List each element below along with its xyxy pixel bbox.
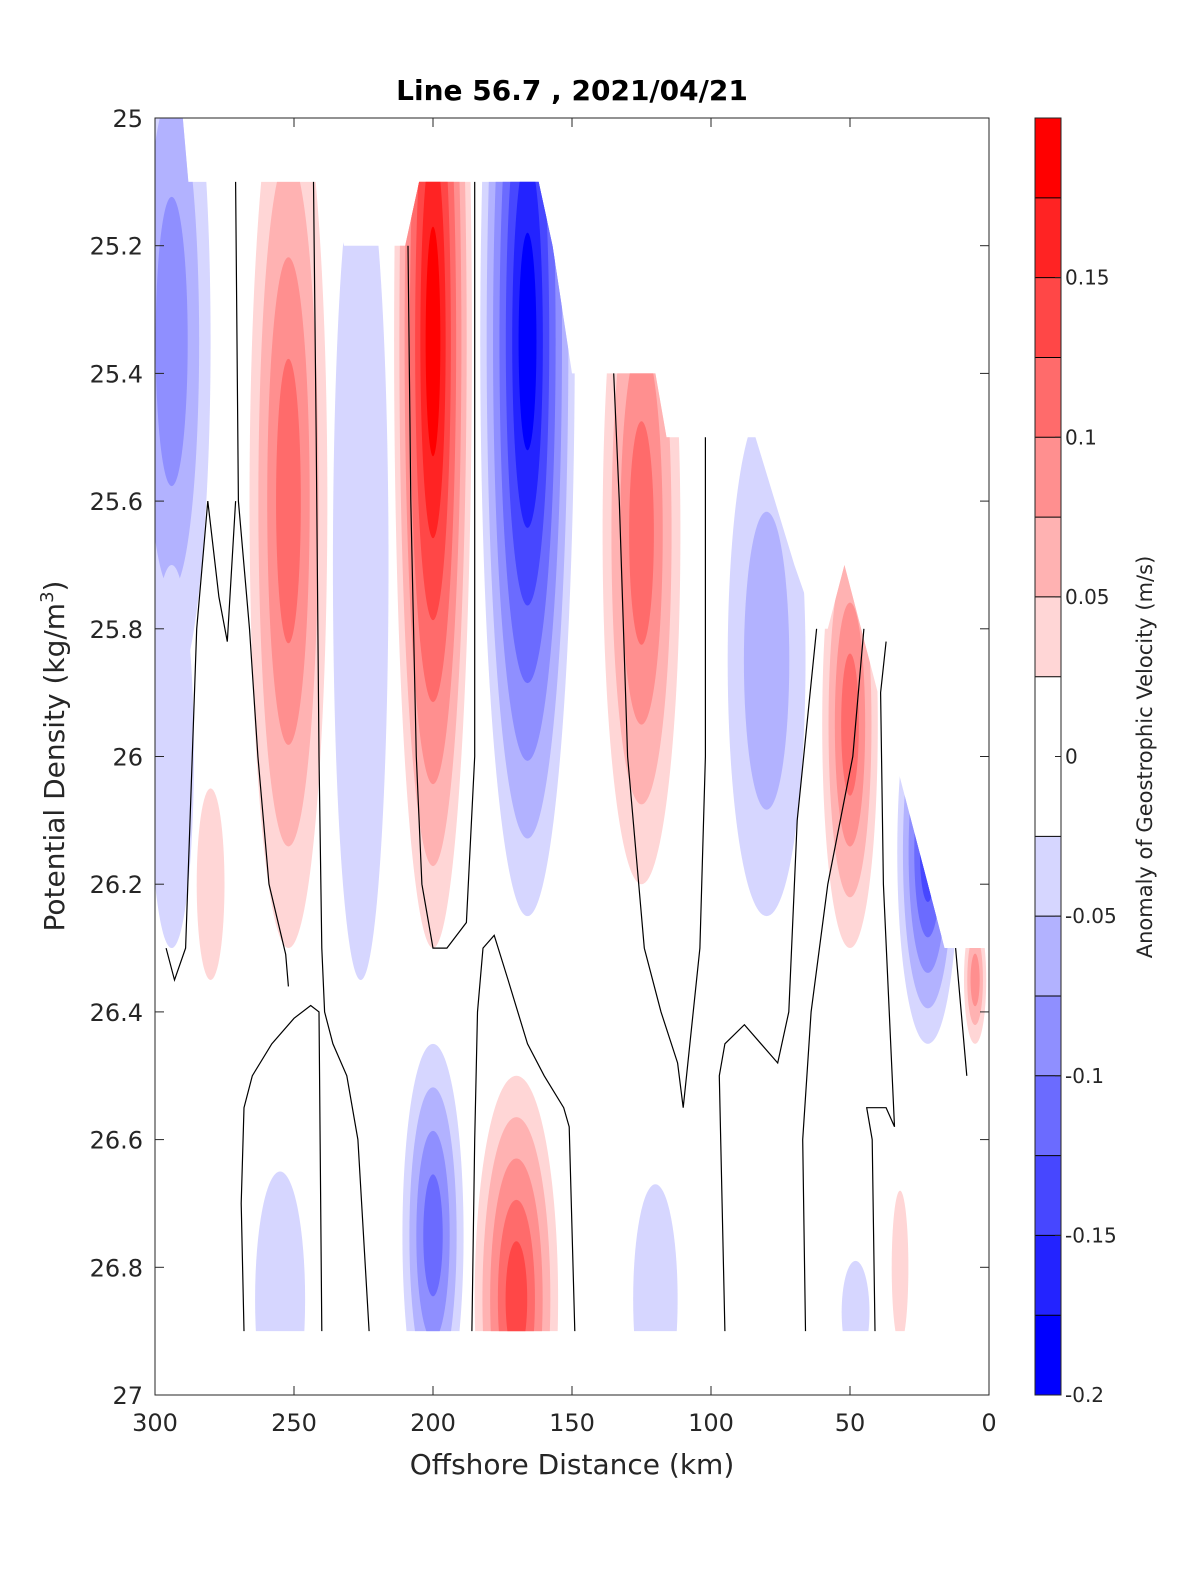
anomaly-core [255,1171,306,1332]
colorbar-segment [1035,1155,1061,1236]
x-axis-title: Offshore Distance (km) [410,1448,735,1481]
colorbar-segment [1035,836,1061,917]
colorbar-segment [1035,118,1061,198]
colorbar-tick-label: -0.2 [1065,1383,1104,1407]
x-tick-label: 100 [688,1409,734,1437]
anomaly-band [423,1174,443,1297]
anomaly-band [841,1260,870,1332]
colorbar-segment [1035,197,1061,278]
velocity-field [155,118,987,1332]
colorbar-segment [1035,1075,1061,1156]
anomaly-core [196,788,225,980]
y-tick-label: 25 [112,105,143,133]
zero-contour-line [165,501,237,983]
x-tick-label: 50 [835,1409,866,1437]
anomaly-core [841,1260,870,1332]
y-tick-label: 26.4 [90,999,143,1027]
colorbar-segment [1035,1315,1061,1395]
y-axis-title: Potential Density (kg/m3) [37,581,71,932]
anomaly-core [402,1043,464,1332]
anomaly-band [841,653,859,796]
x-tick-label: 150 [549,1409,595,1437]
y-tick-label: 27 [112,1382,143,1410]
colorbar-title: Anomaly of Geostrophic Velocity (m/s) [1133,556,1157,959]
anomaly-band [255,1171,306,1332]
anomaly-band [425,226,441,457]
x-tick-label: 250 [271,1409,317,1437]
y-axis: 25 25.2 25.4 25.6 25.8 26 26.2 26.4 26.6 26.8 27 [90,105,989,1410]
zero-contour-line [718,628,818,1332]
x-tick-label: 200 [410,1409,456,1437]
colorbar-segment [1035,1235,1061,1316]
y-tick-label: 25.8 [90,616,143,644]
y-axis-title-sup: 3 [37,591,58,602]
zero-contours [165,181,968,1332]
anomaly-band [970,953,980,1007]
zero-contour-line [865,641,896,1332]
y-tick-label: 26.8 [90,1254,143,1282]
chart-title: Line 56.7 , 2021/04/21 [396,74,748,107]
colorbar-tick-label: -0.05 [1065,904,1117,928]
colorbar-tick-label: 0 [1065,745,1078,769]
anomaly-core [633,1184,678,1332]
anomaly-band [196,788,225,980]
zero-contour-line [312,181,370,1332]
y-tick-label: 26 [112,744,143,772]
colorbar-tick-label: 0.05 [1065,585,1110,609]
colorbar-tick-label: 0.15 [1065,266,1110,290]
colorbar-segment [1035,916,1061,996]
colorbar-tick-label: -0.15 [1065,1223,1117,1247]
zero-contour-line [802,628,865,1332]
anomaly-band [276,358,301,644]
zero-contour-line [613,373,707,1108]
anomaly-core [249,118,328,949]
plot-area [155,118,989,1395]
y-tick-label: 25.6 [90,488,143,516]
y-tick-label: 25.2 [90,233,143,261]
colorbar-tick-label: -0.1 [1065,1064,1104,1088]
colorbar-segment [1035,517,1061,597]
anomaly-band [155,564,194,949]
y-axis-title-main: Potential Density (kg/m [38,603,71,932]
y-tick-label: 26.2 [90,871,143,899]
colorbar-segment [1035,357,1061,438]
anomaly-band [518,232,537,451]
zero-contour-line [240,1004,323,1332]
colorbar-segment [1035,437,1061,518]
y-tick-label: 25.4 [90,360,143,388]
x-axis: 300 250 200 150 100 50 0 [132,118,997,1437]
x-tick-label: 300 [132,1409,178,1437]
anomaly-core [891,1190,909,1332]
anomaly-band [505,1241,528,1332]
colorbar-tick-label: 0.1 [1065,425,1097,449]
colorbar: -0.2 -0.15 -0.1 -0.05 0 0.05 0.1 0.15 [1034,117,1117,1407]
zero-contour-line [235,181,289,987]
anomaly-band [629,421,654,645]
anomaly-band [743,511,790,810]
zero-contour-line [407,181,476,949]
anomaly-band [891,1190,909,1332]
colorbar-segment [1035,596,1061,677]
anomaly-band [332,149,389,980]
colorbar-segment [1035,995,1061,1076]
zero-contour-line [955,948,968,1076]
anomaly-band [633,1184,678,1332]
x-tick-label: 0 [981,1409,996,1437]
colorbar-segment [1035,277,1061,358]
anomaly-core [474,1075,559,1332]
y-tick-label: 26.6 [90,1127,143,1155]
anomaly-core [332,149,389,980]
anomaly-band [155,196,188,487]
zero-contour-line [471,934,576,1332]
anomaly-core [155,564,194,949]
y-axis-title-close: ) [38,581,71,592]
